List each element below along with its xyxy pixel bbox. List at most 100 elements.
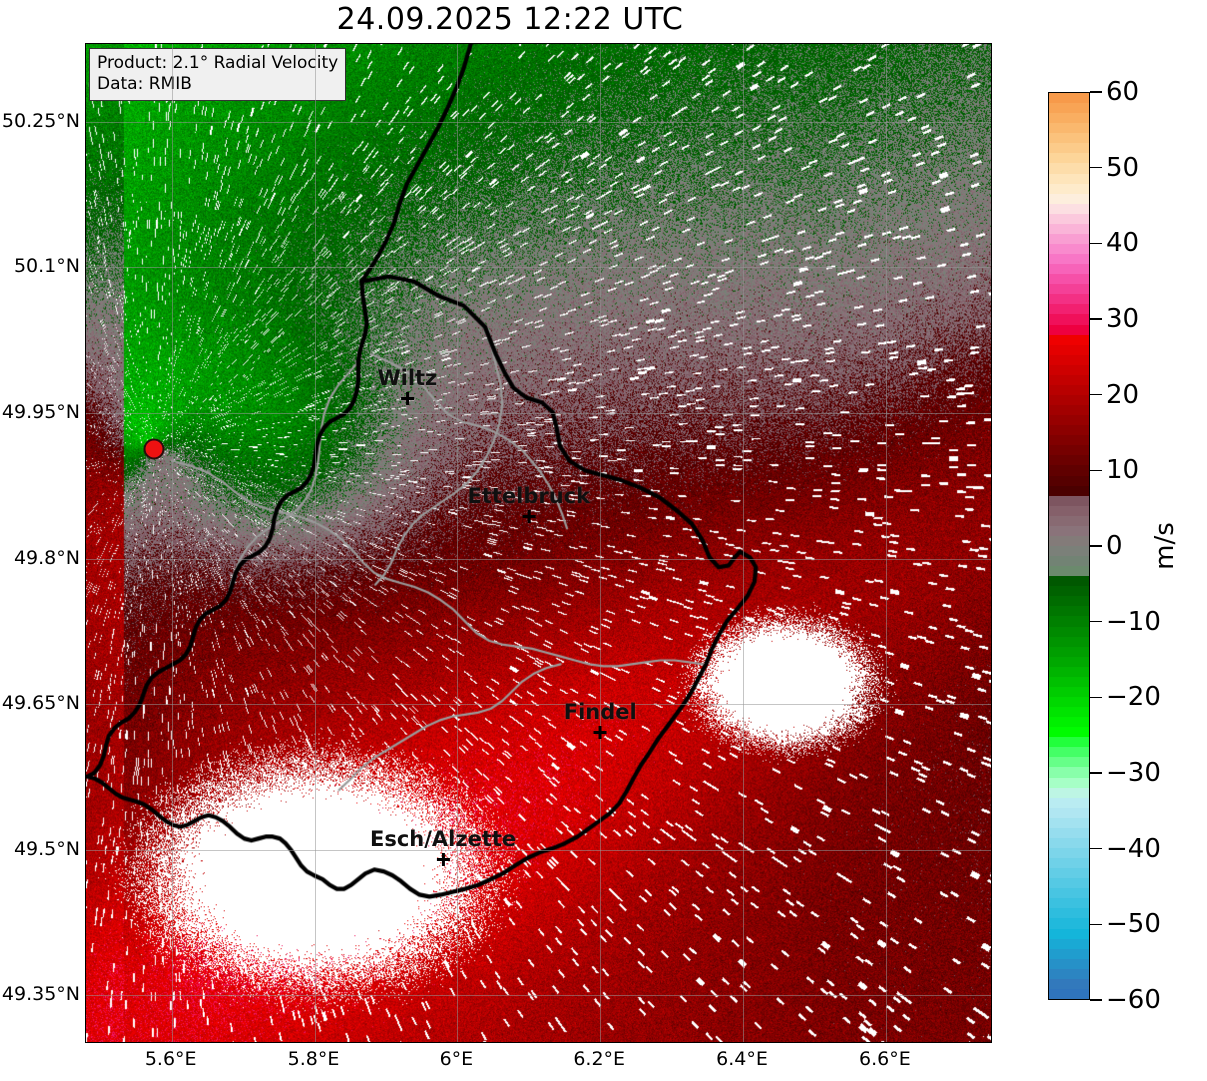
latitude-tick-label: 50.1°N <box>13 255 80 278</box>
colorbar-tick-label: −30 <box>1106 758 1161 788</box>
colorbar-band <box>1049 817 1089 830</box>
longitude-tick-label: 6.4°E <box>716 1048 768 1070</box>
latitude-tick-label: 49.95°N <box>1 400 80 423</box>
radar-site-marker[interactable] <box>143 438 165 460</box>
colorbar-band <box>1049 173 1089 185</box>
colorbar-band <box>1049 928 1089 940</box>
colorbar-tick-label: 10 <box>1106 455 1140 486</box>
colorbar-tick-label: −50 <box>1106 909 1161 940</box>
colorbar-band <box>1049 556 1089 568</box>
colorbar-band <box>1049 455 1089 467</box>
colorbar-band <box>1049 123 1089 135</box>
colorbar-band <box>1049 254 1089 266</box>
colorbar-band <box>1049 314 1089 326</box>
colorbar-band <box>1049 727 1089 739</box>
graticule-line-lat <box>86 558 991 560</box>
colorbar-band <box>1049 848 1089 860</box>
radar-map[interactable]: Product: 2.1° Radial Velocity Data: RMIB… <box>85 43 992 1043</box>
colorbar-band <box>1049 958 1089 971</box>
colorbar-band <box>1049 103 1089 115</box>
colorbar-tick <box>1090 923 1102 926</box>
latitude-tick-label: 49.65°N <box>1 692 80 715</box>
colorbar-band <box>1049 505 1089 518</box>
colorbar-band <box>1049 636 1089 649</box>
colorbar-band <box>1049 737 1089 749</box>
graticule-line-lat <box>86 849 991 851</box>
graticule-line-lon <box>171 44 173 1042</box>
colorbar-tick <box>1090 847 1102 850</box>
colorbar-band <box>1049 646 1089 659</box>
colorbar-band <box>1049 243 1089 256</box>
colorbar-band <box>1049 707 1089 719</box>
colorbar-band <box>1049 868 1089 880</box>
colorbar-band <box>1049 566 1089 578</box>
colorbar-band <box>1049 405 1089 417</box>
colorbar-band <box>1049 797 1089 810</box>
colorbar-band <box>1049 787 1089 800</box>
colorbar-band <box>1049 384 1089 397</box>
latitude-tick-label: 50.25°N <box>1 109 80 132</box>
colorbar-tick-label: −40 <box>1106 833 1161 864</box>
colorbar-band <box>1049 747 1089 759</box>
colorbar-band <box>1049 485 1089 498</box>
colorbar-band <box>1049 898 1089 910</box>
colorbar-band <box>1049 495 1089 508</box>
longitude-axis: 5.6°E 5.8°E 6°E 6.2°E 6.4°E 6.6°E <box>85 1050 992 1076</box>
colorbar-tick <box>1090 393 1102 396</box>
page-title: 24.09.2025 12:22 UTC <box>336 2 684 37</box>
colorbar-tick-label: 30 <box>1106 304 1140 334</box>
longitude-tick-label: 5.8°E <box>287 1048 340 1070</box>
colorbar-tick-label: 20 <box>1106 379 1140 410</box>
colorbar-band <box>1049 918 1089 930</box>
city-cross-marker-icon <box>593 726 607 740</box>
longitude-tick-label: 6.2°E <box>573 1048 626 1070</box>
longitude-tick-label: 6°E <box>439 1048 474 1070</box>
colorbar-tick <box>1090 242 1102 245</box>
colorbar-band <box>1049 686 1089 699</box>
colorbar-tick <box>1090 696 1102 699</box>
city-name: Ettelbruck <box>467 483 591 508</box>
city-label-esch-alzette: Esch/Alzette <box>370 828 516 866</box>
colorbar-tick <box>1090 166 1102 169</box>
graticule-line-lon <box>885 44 887 1042</box>
city-name: Findel <box>563 700 637 725</box>
colorbar-tick-label: 60 <box>1106 77 1140 107</box>
colorbar-band <box>1049 908 1089 920</box>
city-cross-marker-icon <box>400 391 414 405</box>
colorbar <box>1048 92 1090 1000</box>
colorbar-band <box>1049 626 1089 638</box>
colorbar-band <box>1049 183 1089 196</box>
colorbar-tick <box>1090 469 1102 472</box>
colorbar-band <box>1049 415 1089 427</box>
colorbar-band <box>1049 193 1089 206</box>
colorbar-tick <box>1090 999 1102 1001</box>
colorbar-container: 60 50 40 30 20 10 0 −10 −20 −30 −40 −50 −60 <box>1048 79 1161 1013</box>
colorbar-band <box>1049 264 1089 276</box>
colorbar-tick <box>1090 545 1102 547</box>
data-source-label: Data: RMIB <box>97 74 192 94</box>
colorbar-band <box>1049 394 1089 407</box>
colorbar-band <box>1049 223 1089 236</box>
colorbar-band <box>1049 535 1089 548</box>
colorbar-band <box>1049 858 1089 870</box>
colorbar-band <box>1049 968 1089 981</box>
colorbar-band <box>1049 93 1089 105</box>
city-label-ettelbruck: Ettelbruck <box>467 483 591 523</box>
colorbar-band <box>1049 827 1089 840</box>
colorbar-tick-label: 40 <box>1106 228 1140 259</box>
graticule-line-lon <box>457 44 459 1042</box>
colorbar-band <box>1049 767 1089 779</box>
longitude-tick-label: 6.6°E <box>858 1048 911 1070</box>
colorbar-tick <box>1090 91 1102 93</box>
colorbar-band <box>1049 354 1089 367</box>
colorbar-band <box>1049 938 1089 951</box>
colorbar-band <box>1049 878 1089 890</box>
colorbar-tick <box>1090 620 1102 623</box>
city-label-findel: Findel <box>563 700 637 740</box>
colorbar-band <box>1049 717 1089 729</box>
graticule-line-lon <box>600 44 602 1042</box>
colorbar-band <box>1049 837 1089 850</box>
colorbar-tick-label: 50 <box>1106 152 1140 183</box>
colorbar-band <box>1049 576 1089 588</box>
latitude-axis: 50.25°N 50.1°N 49.95°N 49.8°N 49.65°N 49.5°N 4… <box>0 43 80 1043</box>
